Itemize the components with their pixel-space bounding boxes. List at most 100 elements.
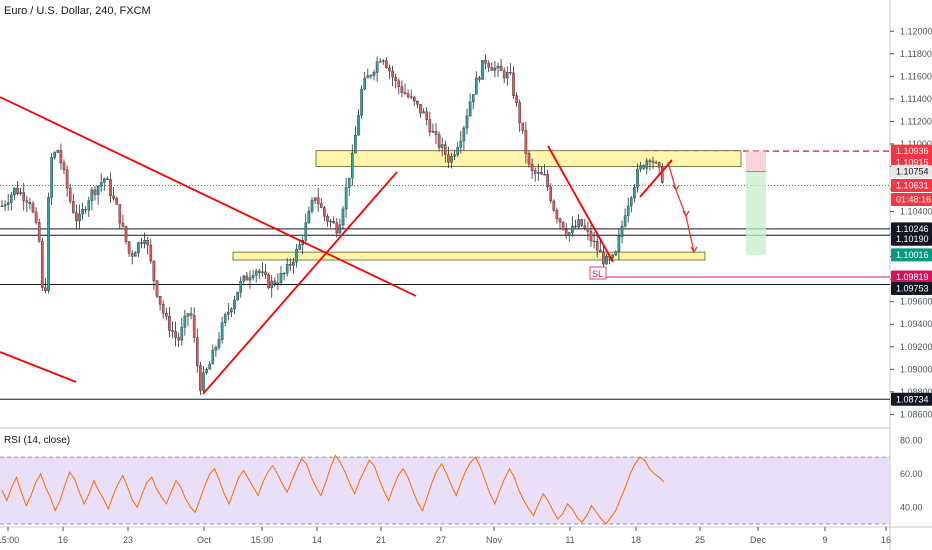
trendline[interactable] [0, 351, 77, 383]
candle-body [614, 251, 618, 256]
candle-body [422, 111, 425, 114]
rsi-band [0, 457, 890, 524]
candle-body [602, 251, 605, 265]
price-badge-text: 01:48:16 [896, 195, 931, 205]
candle-body [84, 209, 87, 211]
arrowhead [690, 246, 698, 254]
candle-body [118, 204, 122, 224]
candle-body [437, 134, 441, 148]
trendline[interactable] [547, 145, 614, 263]
horizontal-levels [0, 150, 890, 400]
candle-body [127, 241, 131, 254]
candle-body [292, 261, 295, 266]
price-badge-text: 1.10190 [896, 234, 929, 244]
candle-body [360, 88, 363, 116]
candle-body [571, 225, 574, 233]
time-axis-label: 18 [631, 535, 641, 545]
symbol-title: Euro / U.S. Dollar, 240, FXCM [4, 5, 151, 17]
price-axis-label: 1.08600 [900, 409, 932, 419]
candle-body [642, 165, 645, 169]
rsi-title: RSI (14, close) [4, 435, 70, 446]
candle-body [357, 115, 360, 136]
candle-body [478, 77, 481, 80]
candle-body [25, 200, 29, 203]
candle-body [270, 280, 274, 289]
candle-body [552, 200, 556, 211]
candle-body [31, 203, 35, 213]
price-badge-text: 1.10915 [896, 158, 929, 168]
candle-body [580, 219, 583, 226]
badge-support-1: 1.10246 [891, 222, 932, 236]
candle-body [347, 177, 351, 188]
candle-body [428, 119, 432, 133]
time-axis-label: 23 [123, 535, 133, 545]
short-position-tool[interactable] [746, 151, 766, 255]
trendline[interactable] [639, 159, 673, 198]
candle-body [512, 72, 515, 96]
price-axis-label: 1.08800 [900, 387, 932, 397]
candle-body [149, 244, 153, 262]
candle-body [81, 209, 84, 215]
candle-body [140, 242, 143, 244]
trendline[interactable] [0, 96, 417, 297]
badge-support-2: 1.10190 [891, 232, 932, 246]
candle-body [177, 337, 181, 341]
candle-body [19, 192, 22, 195]
candle-body [413, 96, 416, 102]
candle-body [440, 144, 444, 148]
candle-body [316, 197, 320, 204]
price-axis-label: 1.12000 [900, 26, 932, 36]
candle-body [475, 77, 478, 95]
time-axis-label: 21 [376, 535, 386, 545]
candle-body [223, 314, 227, 323]
rsi-axis-label: 80.00 [900, 435, 923, 445]
candle-body [385, 60, 388, 68]
candle-body [403, 92, 407, 94]
candle-body [6, 202, 10, 205]
candle-body [329, 221, 332, 223]
candle-body [261, 271, 264, 274]
candle-body [65, 169, 69, 189]
price-badge-text: 1.10631 [896, 181, 929, 191]
trendline[interactable] [202, 171, 398, 395]
candle-body [109, 179, 112, 197]
candle-body [189, 313, 193, 316]
candle-body [164, 312, 168, 317]
candle-body [310, 200, 314, 212]
candle-body [617, 236, 621, 252]
candle-body [0, 205, 4, 207]
candle-body [549, 186, 552, 202]
price-axis-label: 1.09400 [900, 319, 932, 329]
candle-body [459, 140, 463, 148]
candle-body [527, 153, 531, 165]
candle-body [397, 80, 401, 87]
price-badge-text: 1.10754 [896, 167, 929, 177]
candle-body [481, 60, 484, 80]
candle-body [338, 224, 342, 234]
candle-body [99, 182, 103, 187]
time-axis-label: Dec [750, 535, 767, 545]
candle-body [195, 337, 199, 366]
candle-body [199, 365, 202, 391]
candle-body [220, 322, 224, 340]
candle-body [341, 208, 345, 226]
candle-body [130, 253, 134, 257]
sl-marker[interactable]: SL [589, 266, 607, 280]
sl-label: SL [592, 269, 603, 279]
candle-body [586, 228, 590, 232]
candle-body [453, 154, 456, 157]
support-zone[interactable] [232, 251, 706, 261]
candle-body [456, 147, 460, 155]
candle-body [202, 372, 205, 391]
candle-body [143, 240, 146, 244]
price-axis-label: 1.09600 [900, 297, 932, 307]
candle-body [592, 240, 596, 242]
candle-body [161, 304, 165, 314]
candle-body [295, 248, 298, 263]
candle-body [651, 160, 655, 163]
candle-body [434, 131, 438, 135]
candle-body [90, 189, 94, 201]
candle-body [251, 275, 255, 278]
reward-zone [746, 171, 766, 255]
